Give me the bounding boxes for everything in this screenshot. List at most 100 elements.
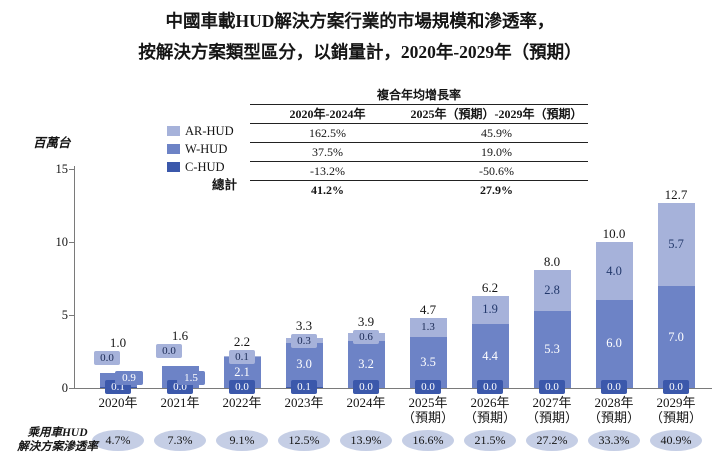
ar-hud-value-label: 5.7 (668, 236, 684, 251)
penetration-value-badge: 16.6% (402, 430, 454, 451)
w-hud-value-label: 3.0 (296, 356, 312, 371)
x-axis-label-line: 2021年 (160, 395, 200, 410)
w-hud-value-label: 3.2 (358, 357, 374, 372)
legend-label-ar-hud: AR-HUD (185, 123, 234, 138)
bar-total-label: 4.7 (419, 301, 437, 317)
y-axis-tick-label: 10 (55, 235, 69, 249)
y-axis-tick (69, 388, 74, 389)
cagr-row-total: 41.2% 27.9% (250, 181, 588, 199)
c-hud-value-label: 0.0 (601, 380, 627, 394)
y-axis-line (74, 166, 75, 388)
y-axis-tick (69, 242, 74, 243)
bar-total-label: 3.9 (357, 313, 375, 329)
bar-segment-w-hud (285, 342, 323, 387)
bar-segment-w-hud (471, 323, 509, 388)
x-axis-category-label: 2021年 (140, 395, 220, 410)
ar-hud-value-label: 0.3 (291, 333, 317, 348)
x-axis-label-line: （預期） (463, 410, 516, 425)
ar-hud-value-label: 1.3 (415, 320, 441, 335)
x-axis-label-line: 2029年 (656, 395, 696, 410)
y-axis-tick-label: 0 (61, 381, 68, 395)
cagr-row-ar-hud: 162.5% 45.9% (250, 124, 588, 143)
penetration-value-badge: 4.7% (92, 430, 144, 451)
bar-segment-w-hud (657, 285, 695, 388)
x-axis-label-line: 2023年 (284, 395, 324, 410)
x-axis-label-line: 2024年 (346, 395, 386, 410)
c-hud-value-label: 0.0 (539, 380, 565, 394)
y-axis-unit-label: 百萬台 (33, 136, 71, 150)
w-hud-value-label: 2.1 (234, 365, 250, 380)
w-hud-value-label: 3.5 (420, 354, 436, 369)
x-axis-category-label: 2028年 （預期） (574, 395, 654, 425)
x-axis-line (74, 388, 712, 389)
penetration-value-badge: 27.2% (526, 430, 578, 451)
ar-hud-value-label: 0.0 (94, 351, 120, 366)
c-hud-value-label: 0.0 (477, 380, 503, 394)
x-axis-category-label: 2020年 (78, 395, 158, 410)
bar-total-label: 8.0 (543, 253, 561, 269)
bar-segment-w-hud (533, 310, 571, 388)
penetration-value-badge: 40.9% (650, 430, 702, 451)
legend-swatch-w-hud-icon (167, 144, 180, 154)
ar-hud-value-label: 0.6 (353, 329, 379, 344)
legend: AR-HUD W-HUD C-HUD 總計 (167, 122, 237, 195)
c-hud-value-label: 0.0 (229, 380, 255, 394)
x-axis-label-line: 2022年 (222, 395, 262, 410)
cagr-w-hud-2025-2029: 19.0% (481, 145, 512, 159)
legend-item-ar-hud: AR-HUD (167, 122, 237, 140)
x-axis-label-line: （預期） (525, 410, 578, 425)
x-axis-category-label: 2029年 （預期） (636, 395, 716, 425)
cagr-col-header-1: 2020年-2024年 (289, 107, 366, 121)
y-axis-tick (69, 169, 74, 170)
x-axis-label-line: （預期） (649, 410, 702, 425)
penetration-value-badge: 7.3% (154, 430, 206, 451)
legend-swatch-c-hud-icon (167, 162, 180, 172)
legend-total-row-label: 總計 (212, 178, 238, 192)
penetration-label-line2: 解決方案滲透率 (17, 441, 98, 453)
cagr-row-w-hud: 37.5% 19.0% (250, 143, 588, 162)
penetration-value-badge: 13.9% (340, 430, 392, 451)
penetration-value-badge: 33.3% (588, 430, 640, 451)
ar-hud-value-label: 0.1 (229, 349, 255, 364)
w-hud-value-label: 6.0 (606, 336, 622, 351)
penetration-label-line1: 乘用車HUD (27, 427, 88, 439)
cagr-col-header-2: 2025年（預期）-2029年（預期） (410, 107, 583, 121)
ar-hud-value-label: 4.0 (606, 264, 622, 278)
bar-total-label: 2.2 (233, 333, 251, 349)
cagr-c-hud-2025-2029: -50.6% (479, 164, 514, 178)
c-hud-value-label: 0.1 (291, 380, 317, 394)
y-axis-tick (69, 315, 74, 316)
c-hud-value-label: 0.0 (415, 380, 441, 394)
x-axis-label-line: （預期） (401, 410, 454, 425)
cagr-row-c-hud: -13.2% -50.6% (250, 162, 588, 181)
x-axis-category-label: 2022年 (202, 395, 282, 410)
bar-total-label: 1.0 (109, 335, 127, 351)
bar-total-label: 10.0 (602, 226, 626, 241)
w-hud-value-label: 0.9 (115, 371, 143, 385)
x-axis-category-label: 2023年 (264, 395, 344, 410)
cagr-table-column-headers: 2020年-2024年 2025年（預期）-2029年（預期） (250, 105, 588, 124)
bar-segment-ar-hud (471, 296, 509, 324)
bar-total-label: 12.7 (664, 186, 688, 202)
bar-segment-ar-hud (657, 202, 695, 286)
c-hud-value-label: 0.0 (663, 380, 689, 394)
chart-title: 中國車載HUD解決方案行業的市場規模和滲透率， 按解決方案類型區分，以銷量計，2… (0, 6, 720, 68)
cagr-table: 複合年均增長率 2020年-2024年 2025年（預期）-2029年（預期） … (250, 86, 588, 199)
bar-segment-w-hud (595, 300, 633, 388)
x-axis-label-line: （預期） (587, 410, 640, 425)
ar-hud-value-label: 0.0 (156, 344, 182, 359)
x-axis-label-line: 2026年 (470, 395, 510, 410)
ar-hud-value-label: 1.9 (482, 302, 498, 317)
x-axis-category-label: 2026年 （預期） (450, 395, 530, 425)
bar-segment-ar-hud (595, 242, 633, 301)
bar-total-label: 1.6 (171, 328, 189, 344)
legend-label-c-hud: C-HUD (185, 159, 225, 174)
bar-segment-ar-hud (533, 269, 571, 311)
c-hud-value-label: 0.0 (353, 380, 379, 394)
x-axis-label-line: 2025年 (408, 395, 448, 410)
cagr-ar-hud-2020-2024: 162.5% (309, 126, 346, 140)
x-axis-label-line: 2020年 (98, 395, 138, 410)
penetration-value-badge: 12.5% (278, 430, 330, 451)
cagr-c-hud-2020-2024: -13.2% (310, 164, 345, 178)
